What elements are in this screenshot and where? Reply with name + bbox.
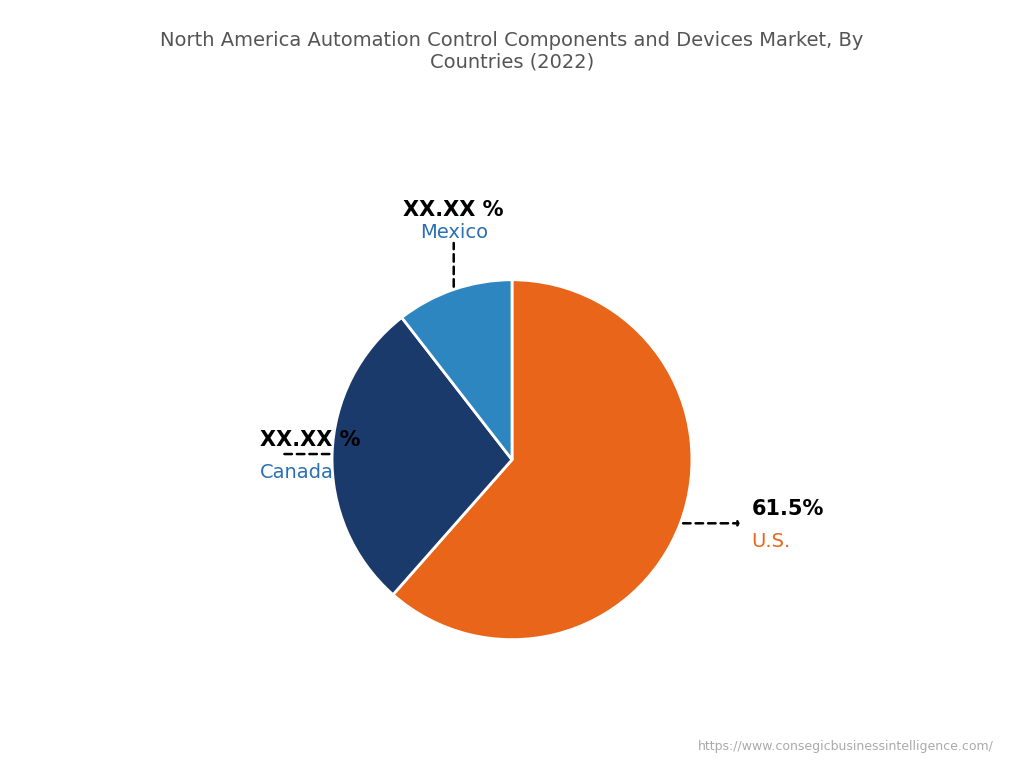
- Text: XX.XX %: XX.XX %: [260, 429, 360, 449]
- Wedge shape: [393, 280, 692, 640]
- Text: 61.5%: 61.5%: [752, 499, 823, 519]
- Wedge shape: [332, 317, 512, 594]
- Text: Canada: Canada: [260, 462, 334, 482]
- Text: U.S.: U.S.: [752, 531, 791, 551]
- Text: https://www.consegicbusinessintelligence.com/: https://www.consegicbusinessintelligence…: [697, 740, 993, 753]
- Text: North America Automation Control Components and Devices Market, By
Countries (20: North America Automation Control Compone…: [161, 31, 863, 71]
- Text: Mexico: Mexico: [420, 223, 487, 243]
- Text: XX.XX %: XX.XX %: [403, 200, 504, 220]
- Wedge shape: [401, 280, 512, 460]
